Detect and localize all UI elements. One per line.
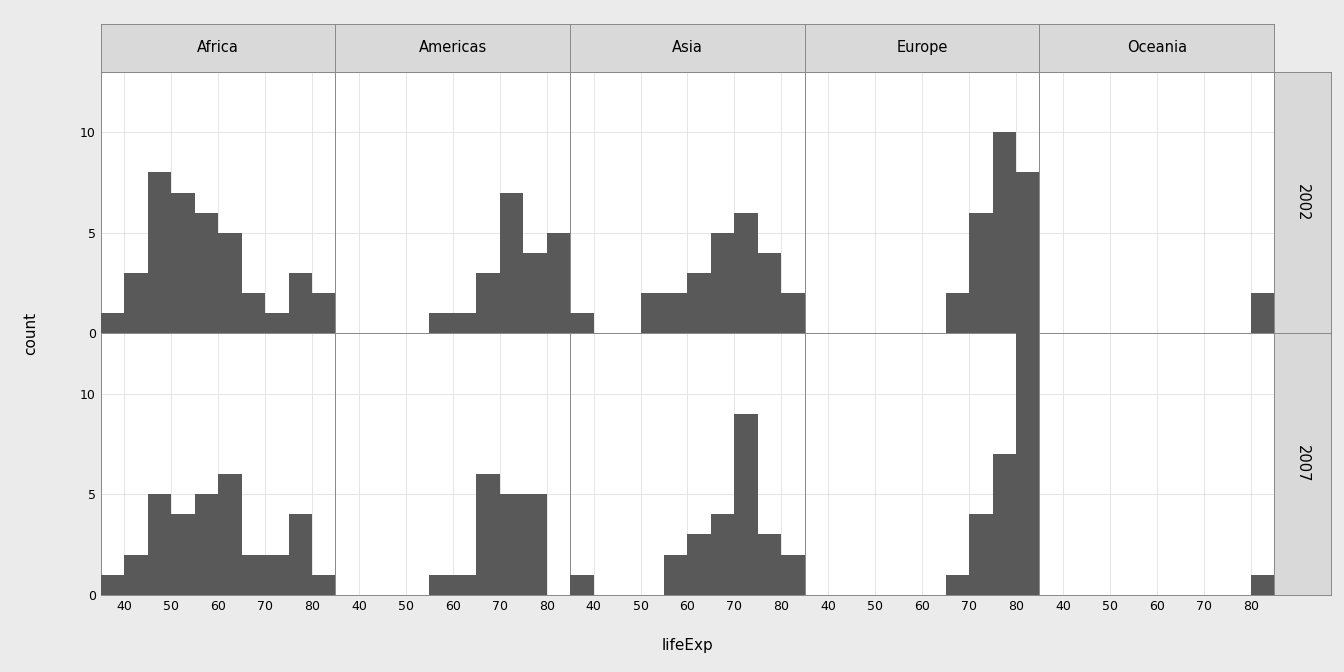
Bar [547,233,570,333]
Bar [453,313,476,333]
Bar [218,474,242,595]
Bar [171,514,195,595]
Bar [711,514,734,595]
Bar [992,132,1016,333]
Text: Asia: Asia [672,40,703,55]
Bar [570,575,594,595]
Bar [664,554,687,595]
Bar [195,212,218,333]
Bar [124,554,148,595]
Bar [289,514,312,595]
Bar [148,173,171,333]
Bar [1016,333,1039,595]
Bar [734,212,758,333]
Bar [500,193,523,333]
Bar [476,474,500,595]
Bar [101,313,124,333]
Text: 2002: 2002 [1294,184,1310,221]
Bar [641,293,664,333]
Bar [781,554,805,595]
Bar [312,293,336,333]
Bar [500,494,523,595]
Bar [969,212,992,333]
Bar [523,494,547,595]
Bar [523,253,547,333]
Text: Europe: Europe [896,40,948,55]
Bar [171,193,195,333]
Bar [195,494,218,595]
Bar [946,575,969,595]
Bar [734,414,758,595]
Bar [664,293,687,333]
Text: count: count [23,312,39,355]
Bar [476,273,500,333]
Bar [242,293,265,333]
Bar [758,253,781,333]
Bar [242,554,265,595]
Bar [265,313,289,333]
Bar [1251,575,1274,595]
Bar [101,575,124,595]
Bar [453,575,476,595]
Bar [429,313,453,333]
Text: Oceania: Oceania [1126,40,1187,55]
Bar [781,293,805,333]
Bar [711,233,734,333]
Bar [218,233,242,333]
Bar [124,273,148,333]
Text: Americas: Americas [419,40,487,55]
Bar [687,273,711,333]
Bar [687,534,711,595]
Bar [429,575,453,595]
Text: lifeExp: lifeExp [661,638,714,653]
Text: 2007: 2007 [1294,446,1310,482]
Bar [758,534,781,595]
Bar [1016,173,1039,333]
Bar [992,454,1016,595]
Bar [265,554,289,595]
Bar [289,273,312,333]
Text: Africa: Africa [198,40,239,55]
Bar [148,494,171,595]
Bar [1251,293,1274,333]
Bar [312,575,336,595]
Bar [946,293,969,333]
Bar [570,313,594,333]
Bar [969,514,992,595]
